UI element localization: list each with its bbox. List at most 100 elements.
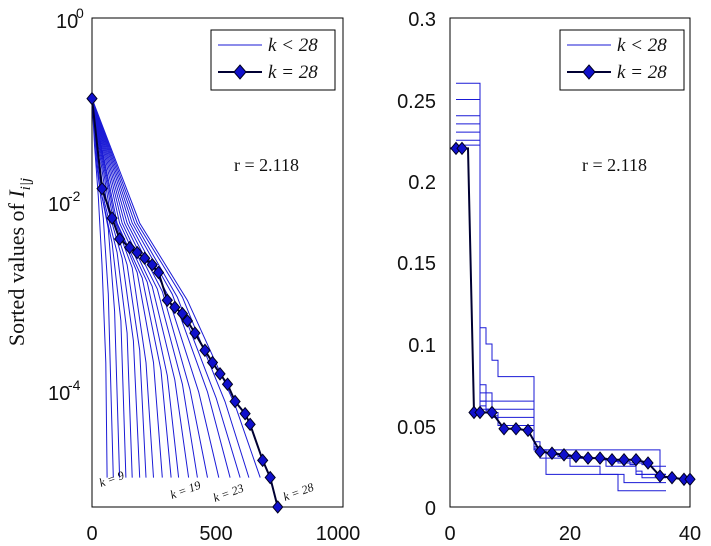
left-k28-marker [239,406,251,421]
left-k28-marker [131,245,143,260]
left-series-k19 [91,98,180,478]
left-main-series [86,91,284,514]
right-annotation: r = 2.118 [582,155,647,175]
left-annotation: r = 2.118 [234,155,299,175]
svg-text:-2: -2 [68,188,81,204]
left-k28-marker [96,181,108,196]
left-k28-marker [206,355,219,370]
right-legend-thin-label: k < 28 [617,35,667,56]
left-k28-marker [214,367,226,381]
right-k28-marker [666,470,678,485]
right-series-k12 [456,99,666,492]
right-chart: 0 0.05 0.1 0.15 0.2 0.25 0.3 0 20 40 r =… [397,9,701,545]
right-series-k15 [456,115,666,484]
right-legend: k < 28 k = 28 [559,29,685,91]
left-ytick-minus2: 10 -2 [48,188,81,216]
left-series-k16 [91,98,154,478]
right-k28-marker [534,444,546,459]
right-xtick-40: 40 [679,523,701,545]
right-ytick-0.05: 0.05 [397,417,436,439]
right-k28-marker [654,469,666,483]
right-k28-marker [522,423,534,438]
right-k28-marker [642,456,654,470]
right-main-series [450,141,696,487]
left-k28-marker [123,240,136,255]
left-k28-marker [272,500,284,514]
right-k28-marker [684,472,696,487]
left-series-k10 [91,98,114,478]
right-legend-marker-icon [582,64,596,80]
right-series-k27 [456,144,666,479]
right-k28-marker [594,451,606,465]
left-xtick-1000: 1000 [316,523,361,545]
left-chart: 10 0 10 -2 10 -4 0 500 1000 Sorted value… [4,5,360,545]
right-k28-marker [630,452,642,467]
right-k28-marker [606,452,618,467]
left-legend: k < 28 k = 28 [210,29,336,91]
left-series-k26 [91,98,250,478]
left-xtick-0: 0 [86,523,97,545]
right-k28-marker [486,405,498,420]
k-label-19: k = 19 [168,478,202,502]
right-ytick-0.25: 0.25 [397,91,436,113]
left-k28-marker [199,343,211,358]
svg-text:-4: -4 [68,377,81,393]
left-k28-marker [152,265,165,280]
left-series-k18 [91,98,172,478]
right-series-k28-line [450,147,690,481]
left-k28-marker [181,314,194,328]
right-k28-marker [558,448,570,462]
left-series-k27 [91,98,261,478]
svg-text:Sorted values of Ii|j: Sorted values of Ii|j [4,178,34,346]
left-legend-main-label: k = 28 [268,62,318,83]
svg-text:10: 10 [48,194,70,216]
left-ytick-minus4: 10 -4 [48,377,81,405]
left-series-k25 [91,98,241,478]
right-ytick-0.3: 0.3 [408,9,436,31]
right-series-k21 [456,131,666,467]
left-series-k11 [91,98,121,478]
right-k28-marker [570,449,582,464]
left-ytick-0: 10 0 [56,5,84,33]
svg-text:10: 10 [48,383,70,405]
right-series-k9 [456,82,666,475]
left-series-k14 [91,98,141,478]
right-k28-marker [456,141,468,156]
left-k28-marker [189,326,201,340]
k-label-23: k = 23 [211,481,245,505]
left-k28-marker [244,417,256,432]
right-k28-marker [498,421,510,436]
right-xtick-0: 0 [444,523,455,545]
right-k28-marker [546,446,558,460]
svg-text:0: 0 [76,5,84,21]
right-series-k24 [456,139,666,475]
right-ytick-0: 0 [425,498,436,520]
left-thin-series [91,98,261,478]
left-k28-marker [176,306,189,321]
left-k28-marker [139,251,151,265]
left-k28-marker [257,453,269,468]
left-k28-marker [264,470,276,485]
left-legend-thin-label: k < 28 [268,35,318,56]
k-label-9: k = 9 [97,468,126,490]
left-series-k9 [91,98,108,478]
right-series-k18 [456,123,666,475]
left-k28-marker [161,293,173,308]
left-series-k15 [91,98,147,478]
left-series-k17 [91,98,163,478]
left-series-k20 [91,98,190,478]
left-legend-marker-icon [233,64,247,80]
left-k28-marker [221,377,234,392]
left-k28-marker [113,232,126,246]
k-label-28: k = 28 [281,480,315,504]
left-plot-frame [91,17,344,508]
left-series-k21 [91,98,198,478]
left-k28-marker [229,394,241,409]
right-plot-frame [449,17,691,508]
right-k28-marker [510,421,522,436]
left-k28-marker [86,91,98,106]
right-ytick-0.2: 0.2 [408,172,436,194]
right-k28-marker [582,451,594,465]
right-legend-main-label: k = 28 [617,62,667,83]
